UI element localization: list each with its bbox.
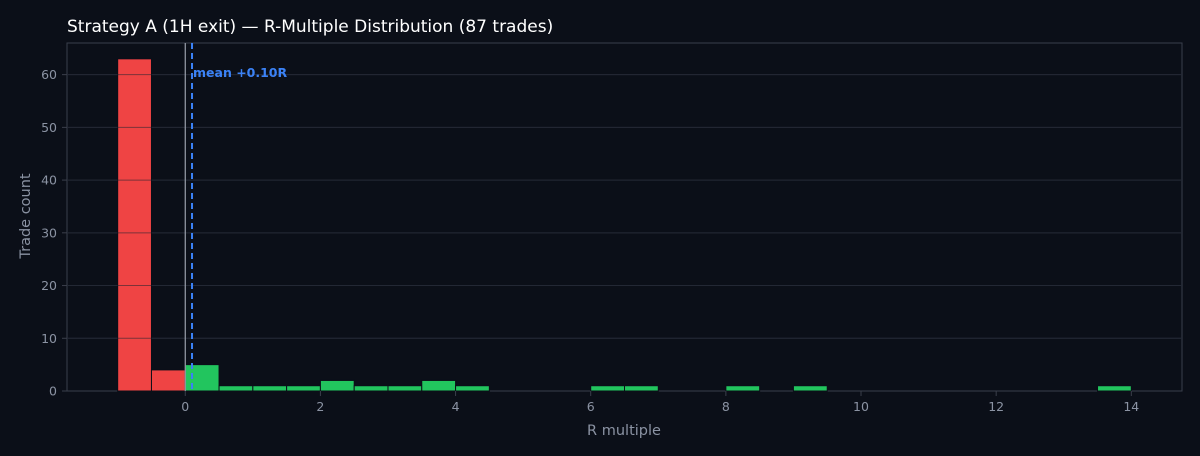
histogram-bars bbox=[67, 58, 1182, 392]
histogram-bar bbox=[421, 379, 457, 392]
histogram-bar bbox=[387, 385, 423, 392]
histogram-bar bbox=[252, 385, 288, 392]
y-tick-label: 40 bbox=[41, 173, 57, 188]
x-axis-ticks: 0 2 4 6 8 10 12 14 bbox=[181, 391, 1139, 414]
histogram-bar bbox=[286, 385, 321, 392]
y-tick-label: 0 bbox=[49, 384, 57, 399]
x-tick-label: 4 bbox=[452, 399, 460, 414]
x-axis-label: R multiple bbox=[587, 423, 661, 439]
reference-lines bbox=[184, 43, 194, 391]
y-tick-label: 50 bbox=[41, 120, 57, 135]
histogram-bar bbox=[319, 379, 355, 392]
x-tick-label: 2 bbox=[316, 399, 324, 414]
histogram-bar bbox=[117, 58, 152, 392]
histogram-bar bbox=[792, 385, 828, 392]
y-axis-ticks: 0 10 20 30 40 50 60 bbox=[41, 67, 67, 399]
mean-annotation: mean +0.10R bbox=[193, 65, 288, 80]
histogram-bar bbox=[218, 385, 254, 392]
grid-lines-overlay bbox=[67, 74, 1182, 339]
x-tick-label: 10 bbox=[853, 399, 869, 414]
histogram-bar bbox=[590, 385, 625, 392]
y-tick-label: 10 bbox=[41, 331, 57, 346]
histogram-bar bbox=[455, 385, 490, 392]
y-tick-label: 60 bbox=[41, 67, 57, 82]
histogram-bar bbox=[1097, 385, 1132, 392]
chart-title: Strategy A (1H exit) — R-Multiple Distri… bbox=[67, 17, 553, 37]
x-tick-label: 8 bbox=[722, 399, 730, 414]
histogram-bar bbox=[725, 385, 761, 392]
x-tick-label: 12 bbox=[988, 399, 1004, 414]
histogram-bar bbox=[353, 385, 389, 392]
histogram-bar bbox=[624, 385, 659, 392]
y-tick-label: 20 bbox=[41, 278, 57, 293]
y-tick-label: 30 bbox=[41, 225, 57, 240]
histogram-bar bbox=[150, 369, 186, 392]
x-tick-label: 6 bbox=[587, 399, 595, 414]
x-tick-label: 14 bbox=[1123, 399, 1139, 414]
x-tick-label: 0 bbox=[181, 399, 189, 414]
y-axis-label: Trade count bbox=[18, 173, 34, 260]
histogram-bar bbox=[184, 364, 220, 392]
